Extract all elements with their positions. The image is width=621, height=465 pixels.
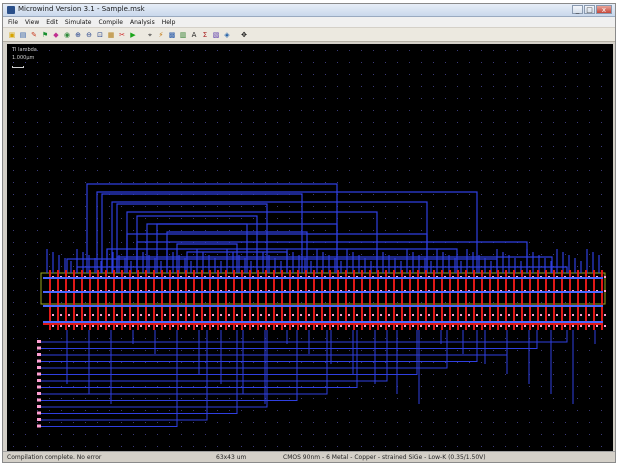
scale-label: TI lambda [12,47,37,53]
folder-icon[interactable]: ▣ [8,30,16,39]
menu-edit[interactable]: Edit [46,18,58,26]
layout-icon[interactable]: ▦ [107,30,115,39]
status-size: 63x43 um [216,454,247,461]
menu-compile[interactable]: Compile [98,18,123,26]
flag-icon[interactable]: ⚑ [41,30,49,39]
upper-routing [46,183,600,273]
crosshair-icon[interactable]: ⌖ [148,30,152,39]
window-title: Microwind Version 3.1 - Sample.msk [18,5,145,13]
app-window: Microwind Version 3.1 - Sample.msk _ □ x… [2,3,616,463]
scale-unit-label: 1.000μm [12,55,35,61]
lower-routing [41,330,596,427]
measure-icon[interactable]: ▥ [179,30,187,39]
toolbar-separator [234,31,237,39]
window-controls: _ □ x [572,5,612,14]
app-logo-icon [7,6,15,14]
menu-file[interactable]: File [8,18,19,26]
status-technology: CMOS 90nm - 6 Metal - Copper - strained … [283,454,486,461]
chip-icon[interactable]: ▧ [212,30,220,39]
pencil-icon[interactable]: ✎ [31,30,37,39]
status-bar: Compilation complete. No error 63x43 um … [3,451,615,462]
layout-canvas[interactable]: TI lambda 1.000μm [7,44,613,452]
toolbar: ▣ ▤ ✎ ⚑ ◆ ◉ ⊕ ⊖ ⊡ ▦ ✂ ▶ ⌖ ⚡ ▩ ▥ A Σ ▧ ◈ ✥ [3,28,615,42]
cross-section-icon[interactable]: Σ [202,30,208,39]
scissors-icon[interactable]: ✂ [119,30,125,39]
navigate-arrows-icon[interactable]: ✥ [241,30,247,39]
zoom-out-icon[interactable]: ⊖ [86,30,92,39]
input-pins [37,340,41,428]
text-icon[interactable]: A [191,30,197,39]
menu-simulate[interactable]: Simulate [64,18,92,26]
bucket-icon[interactable]: ◉ [63,30,71,39]
status-message: Compilation complete. No error [7,454,102,461]
cell-icon[interactable]: ▩ [168,30,176,39]
menu-analysis[interactable]: Analysis [129,18,155,26]
layout-drawing[interactable] [7,44,613,452]
minimize-button[interactable]: _ [572,5,583,14]
menu-view[interactable]: View [25,18,40,26]
run-icon[interactable]: ▶ [130,30,136,39]
save-icon[interactable]: ▤ [19,30,27,39]
menu-bar: File View Edit Simulate Compile Analysis… [3,17,615,27]
scale-bar [12,66,24,68]
toolbar-separator [140,31,143,39]
title-bar: Microwind Version 3.1 - Sample.msk _ □ x [3,4,615,17]
maximize-button[interactable]: □ [584,5,595,14]
zoom-fit-icon[interactable]: ⊡ [97,30,103,39]
close-button[interactable]: x [596,5,612,14]
supply-rails [43,277,603,323]
layer-icon[interactable]: ◈ [224,30,230,39]
palette-icon[interactable]: ◆ [53,30,59,39]
zoom-in-icon[interactable]: ⊕ [75,30,81,39]
menu-help[interactable]: Help [161,18,176,26]
mos-icon[interactable]: ⚡ [158,30,164,39]
